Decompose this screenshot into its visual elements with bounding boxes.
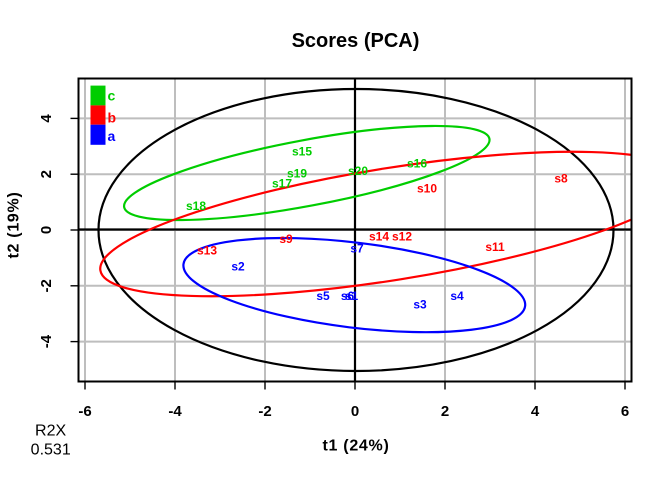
svg-text:s18: s18 (186, 199, 206, 213)
svg-text:s10: s10 (417, 181, 437, 195)
svg-text:s13: s13 (197, 243, 217, 257)
svg-text:Scores (PCA): Scores (PCA) (292, 30, 420, 52)
svg-text:s6: s6 (341, 289, 355, 303)
svg-text:4: 4 (531, 403, 540, 420)
svg-text:0.531: 0.531 (31, 442, 71, 459)
svg-text:s14: s14 (369, 230, 389, 244)
svg-text:0: 0 (38, 226, 55, 234)
svg-text:s15: s15 (292, 144, 312, 158)
svg-text:t2 (19%): t2 (19%) (6, 192, 23, 259)
svg-text:s3: s3 (413, 297, 427, 311)
svg-text:t1 (24%): t1 (24%) (323, 438, 390, 455)
svg-text:s11: s11 (485, 240, 505, 254)
svg-text:s16: s16 (407, 156, 427, 170)
svg-text:s8: s8 (554, 172, 568, 186)
svg-text:s4: s4 (450, 289, 464, 303)
svg-text:-2: -2 (258, 403, 271, 420)
svg-text:c: c (108, 88, 116, 104)
svg-text:4: 4 (38, 114, 55, 123)
svg-text:a: a (108, 128, 116, 144)
svg-text:s12: s12 (392, 230, 412, 244)
svg-text:2: 2 (441, 403, 449, 420)
svg-text:-2: -2 (38, 279, 55, 292)
svg-text:-4: -4 (168, 403, 182, 420)
svg-text:s17: s17 (272, 176, 292, 190)
svg-text:s1: s1 (345, 289, 359, 303)
svg-text:s5: s5 (316, 289, 330, 303)
svg-text:2: 2 (38, 170, 55, 178)
svg-text:s19: s19 (287, 166, 307, 180)
svg-text:s2: s2 (231, 259, 245, 273)
svg-text:-4: -4 (38, 334, 55, 348)
svg-text:s9: s9 (279, 232, 293, 246)
svg-text:s7: s7 (350, 242, 364, 256)
svg-text:0: 0 (351, 403, 359, 420)
svg-text:-6: -6 (78, 403, 91, 420)
svg-text:b: b (108, 109, 117, 125)
svg-text:6: 6 (621, 403, 629, 420)
svg-text:s20: s20 (348, 164, 368, 178)
svg-text:R2X: R2X (35, 423, 66, 440)
